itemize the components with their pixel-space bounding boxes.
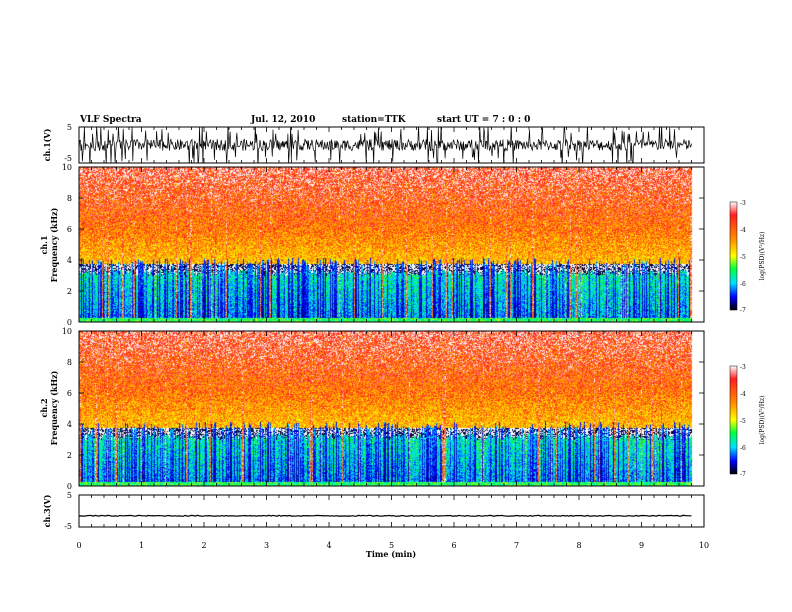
x-tick-label: 9 (639, 541, 644, 550)
x-tick-label: 0 (76, 541, 81, 550)
ch1-spectrogram-channel-label: ch.1 (39, 235, 49, 254)
ch1-colorbar-tick: -5 (740, 254, 746, 261)
x-axis-label: Time (min) (366, 549, 416, 559)
ch1-colorbar-tick: -4 (740, 227, 746, 234)
x-tick-label: 8 (576, 541, 581, 550)
x-tick-label: 7 (514, 541, 519, 550)
ch2-spectrogram-image (79, 331, 704, 486)
spectrogram-ytick: 8 (67, 194, 72, 203)
spectrogram-ytick: 0 (67, 482, 72, 491)
ch2-colorbar-tick: -3 (740, 364, 746, 371)
ch2-colorbar-tick: -6 (740, 445, 746, 452)
x-tick-label: 1 (139, 541, 144, 550)
spectrogram-ytick: 2 (67, 451, 72, 460)
ch3-ytick-top: 5 (67, 491, 72, 500)
ch2-colorbar-label: log(PSD)(V²/Hz) (759, 396, 766, 445)
x-tick-label: 5 (389, 541, 394, 550)
ch1-spectrogram-yticks: 0 2 4 6 8 10 (62, 163, 704, 327)
ch1-waveform-ylabel: ch.1(V) (42, 128, 52, 161)
ch1-ytick-top: 5 (67, 123, 72, 132)
ch1-spectrogram-panel: 0 2 4 6 8 10 ch.1 Frequency (kHz) -3 -4 -5 -6… (39, 163, 766, 327)
date-label: Jul. 12, 2010 (250, 115, 315, 125)
spectrogram-ytick: 10 (62, 163, 72, 172)
ch2-spectrogram-channel-label: ch.2 (39, 398, 49, 417)
start-time-label: start UT = 7 : 0 : 0 (437, 115, 530, 125)
ch1-colorbar-tick: -7 (740, 307, 746, 314)
x-axis-ticklabels: 0 1 2 3 4 5 6 7 8 9 10 (76, 541, 709, 550)
spectrogram-ytick: 8 (67, 358, 72, 367)
spectrogram-ytick: 10 (62, 327, 72, 336)
x-tick-label: 2 (201, 541, 206, 550)
spectrogram-ytick: 6 (67, 225, 72, 234)
ch1-colorbar-label: log(PSD)(V²/Hz) (759, 232, 766, 281)
ch2-spectrogram-panel: 0 2 4 6 8 10 ch.2 Frequency (kHz) -3 -4 -5 -6… (39, 327, 766, 491)
x-axis-ticks (78, 127, 705, 527)
ch2-colorbar-tick: -4 (740, 391, 746, 398)
ch3-waveform-line (79, 514, 692, 517)
ch1-ytick-bottom: -5 (64, 154, 72, 163)
ch2-colorbar-tick: -5 (740, 418, 746, 425)
ch3-waveform-trace (79, 514, 692, 517)
spectrogram-ytick: 4 (67, 420, 72, 429)
spectrogram-ytick: 2 (67, 287, 72, 296)
station-label: station=TTK (342, 115, 407, 125)
ch2-colorbar (729, 365, 738, 475)
x-tick-label: 3 (264, 541, 269, 550)
ch1-colorbar (729, 201, 738, 311)
ch3-ytick-bottom: -5 (64, 522, 72, 531)
ch3-waveform-ylabel: ch.3(V) (42, 494, 52, 527)
x-tick-label: 6 (451, 541, 456, 550)
x-tick-label: 4 (326, 541, 331, 550)
spectrogram-ytick: 0 (67, 318, 72, 327)
ch2-colorbar-tick: -7 (740, 471, 746, 478)
ch2-spectrogram-yticks: 0 2 4 6 8 10 (62, 327, 704, 491)
ch2-spectrogram-ylabel: Frequency (kHz) (49, 370, 59, 445)
ch1-waveform-trace (79, 127, 692, 163)
ch1-waveform-line (79, 127, 692, 163)
spectrogram-ytick: 4 (67, 256, 72, 265)
ch1-spectrogram-ylabel: Frequency (kHz) (49, 207, 59, 282)
spectrogram-ytick: 6 (67, 389, 72, 398)
x-tick-label: 10 (699, 541, 709, 550)
ch1-spectrogram-image (79, 167, 704, 322)
ch1-colorbar-tick: -6 (740, 281, 746, 288)
figure-title: VLF Spectra (79, 115, 142, 125)
ch1-colorbar-tick: -3 (740, 200, 746, 207)
